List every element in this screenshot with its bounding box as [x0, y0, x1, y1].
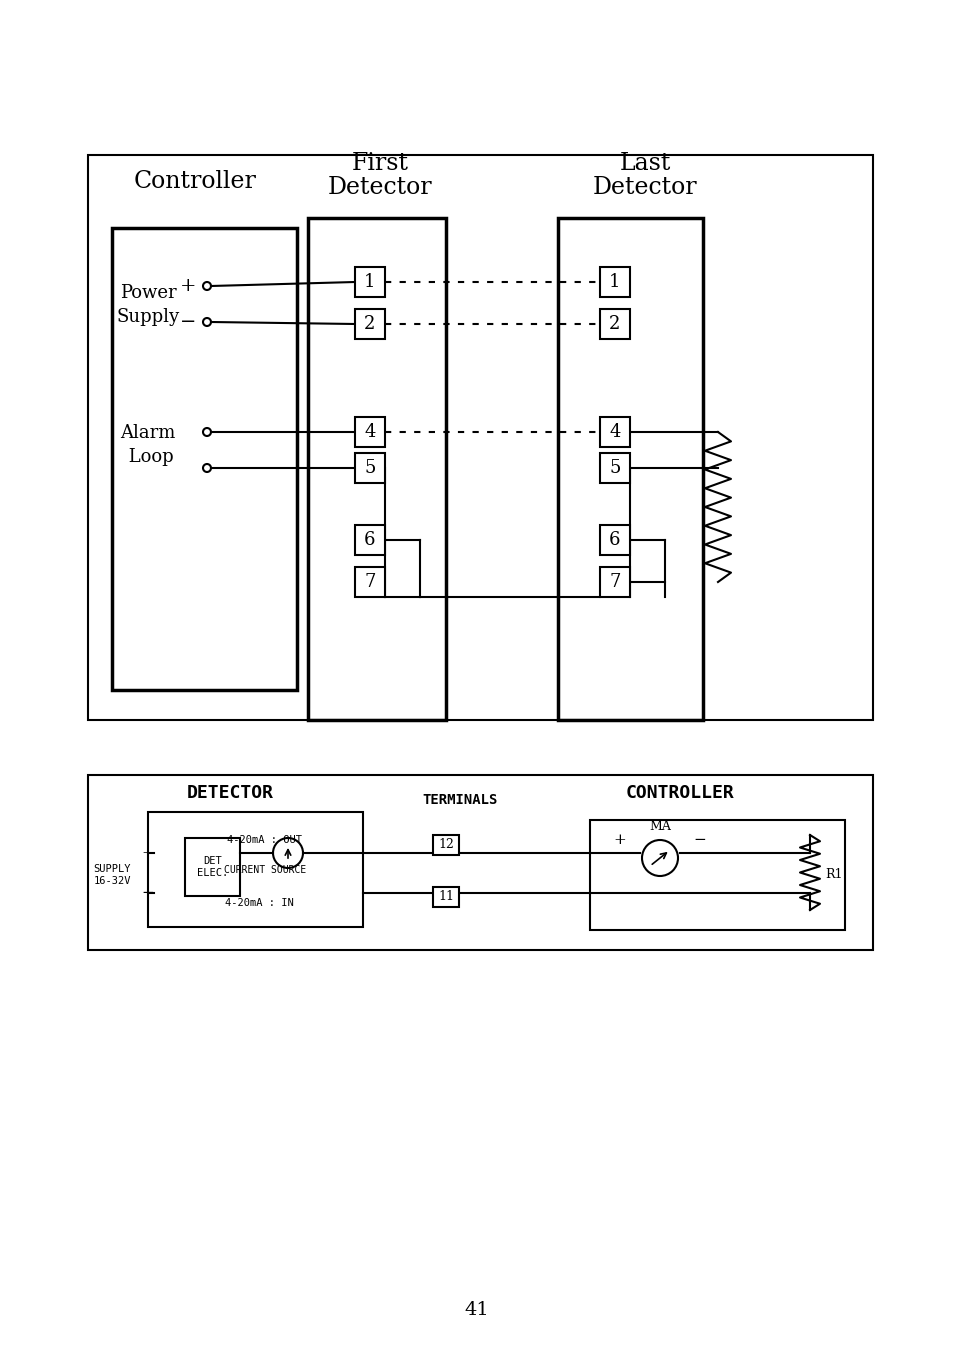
Bar [599, 267, 629, 297]
Text: 4-20mA : IN: 4-20mA : IN [225, 898, 294, 908]
Text: 7: 7 [364, 573, 375, 590]
Text: 5: 5 [364, 459, 375, 477]
Bar [589, 820, 844, 929]
Bar [185, 838, 240, 896]
Bar [599, 453, 629, 484]
Bar [599, 526, 629, 555]
Text: DET
ELEC.: DET ELEC. [197, 855, 229, 878]
Bar [355, 567, 385, 597]
Text: First: First [351, 153, 408, 176]
Text: SUPPLY
16-32V: SUPPLY 16-32V [93, 863, 131, 886]
Text: 1: 1 [364, 273, 375, 290]
Bar [308, 218, 446, 720]
Text: Power
Supply: Power Supply [116, 284, 179, 327]
Bar [558, 218, 702, 720]
Text: −: − [693, 834, 705, 847]
Bar [88, 155, 872, 720]
Bar [355, 267, 385, 297]
Text: DETECTOR: DETECTOR [186, 784, 274, 802]
Text: +: + [613, 834, 626, 847]
Text: 41: 41 [464, 1301, 489, 1319]
Text: 4: 4 [609, 423, 620, 440]
Text: Alarm
 Loop: Alarm Loop [120, 423, 175, 466]
Text: Detector: Detector [592, 176, 697, 199]
Bar [599, 567, 629, 597]
Text: 6: 6 [364, 531, 375, 549]
Bar [355, 526, 385, 555]
Bar [112, 228, 296, 690]
Text: −: − [141, 886, 154, 900]
Text: 4-20mA : OUT: 4-20mA : OUT [227, 835, 302, 844]
Text: −: − [179, 313, 196, 331]
Text: Last: Last [618, 153, 670, 176]
Bar [355, 417, 385, 447]
Text: 1: 1 [609, 273, 620, 290]
Bar [88, 775, 872, 950]
Bar [355, 453, 385, 484]
Text: Controller: Controller [133, 170, 256, 193]
Text: 5: 5 [609, 459, 620, 477]
Text: 11: 11 [437, 890, 454, 904]
Text: Detector: Detector [327, 176, 432, 199]
Text: CONTROLLER: CONTROLLER [625, 784, 734, 802]
Bar [355, 309, 385, 339]
Text: +: + [141, 846, 154, 861]
Text: 2: 2 [609, 315, 620, 332]
Text: MA: MA [648, 820, 670, 832]
Text: R1: R1 [824, 869, 841, 881]
Text: 4: 4 [364, 423, 375, 440]
Text: 2: 2 [364, 315, 375, 332]
Bar [599, 417, 629, 447]
Text: 12: 12 [437, 839, 454, 851]
Text: CURRENT SOURCE: CURRENT SOURCE [224, 865, 306, 875]
Bar [433, 888, 458, 907]
Text: TERMINALS: TERMINALS [422, 793, 497, 807]
Bar [433, 835, 458, 855]
Bar [599, 309, 629, 339]
Text: 7: 7 [609, 573, 620, 590]
Bar [148, 812, 363, 927]
Text: 6: 6 [609, 531, 620, 549]
Text: +: + [179, 277, 196, 295]
